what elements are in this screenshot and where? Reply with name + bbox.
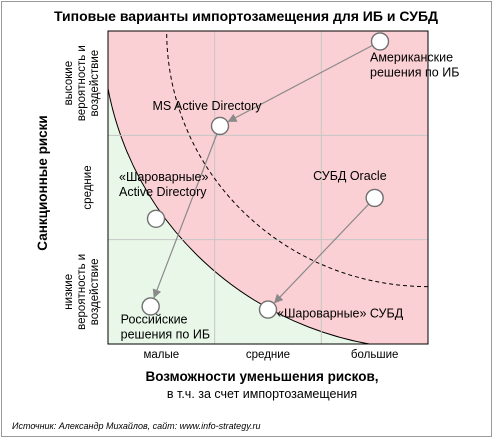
source-note: Источник: Александр Михайлов, сайт: www.… [12, 421, 261, 431]
point-sharovar-ad [146, 209, 166, 229]
y-tick-label: воздействие [89, 50, 101, 117]
y-tick-label: вероятность и [76, 45, 88, 121]
x-axis-label: Возможности уменьшения рисков, [145, 369, 378, 384]
plot-frame [107, 30, 429, 345]
point-ru-ib [141, 297, 160, 316]
y-tick-label: воздействие [89, 258, 101, 325]
x-tick-label: малые [143, 349, 179, 361]
point-label-oracle: СУБД Oracle [313, 169, 387, 183]
y-tick-label: высокие [63, 61, 75, 106]
risk-zones [108, 31, 428, 344]
point-label-ru-ib: Российские решения по ИБ [121, 312, 210, 341]
x-axis-sublabel: в т.ч. за счет импортозамещения [167, 387, 357, 401]
arrow-oracle-to-sharovar-dbms [273, 203, 370, 304]
plot-area: Американские решения по ИБ MS Active Direc… [107, 30, 459, 345]
x-tick-label: средние [246, 349, 290, 361]
x-tick-label: большие [351, 349, 398, 361]
chart-title: Типовые варианты импортозамещения для ИБ… [54, 8, 438, 24]
point-us-ib [370, 32, 390, 51]
point-label-ms-ad: MS Active Directory [152, 99, 262, 113]
arrow-ms-ad-to-ru-ib [152, 133, 218, 299]
y-tick-label: средние [82, 165, 94, 209]
zone-high [108, 31, 428, 344]
point-ms-ad [210, 116, 230, 136]
point-label-sharovar-ad: «Шароварные» Active Directory [119, 170, 209, 199]
point-oracle [365, 188, 384, 208]
point-label-sharovar-dbms: «Шароварные» СУБД [277, 307, 404, 321]
arrow-us-ib-to-ms-ad [227, 44, 373, 123]
y-axis-label: Санкционные риски [35, 115, 50, 250]
point-label-us-ib: Американские решения по ИБ [370, 50, 459, 79]
x-axis-ticks: малые средние большие [143, 349, 398, 361]
y-axis-ticks: низкие вероятность и воздействиесредниевыс… [63, 45, 101, 330]
y-tick-label: вероятность и [76, 254, 88, 330]
point-sharovar-dbms [258, 300, 278, 319]
y-tick-label: низкие [63, 274, 75, 310]
